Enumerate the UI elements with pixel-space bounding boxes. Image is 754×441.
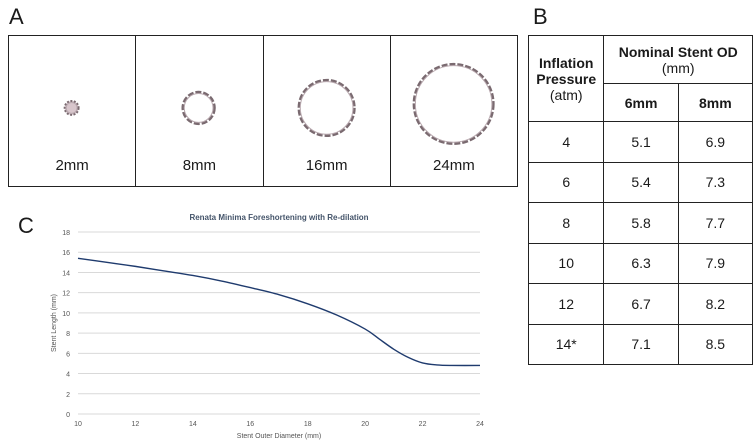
stent-ring-photo	[181, 90, 217, 126]
y-tick-label: 4	[66, 372, 70, 379]
y-tick-label: 6	[66, 351, 70, 358]
x-tick-label: 22	[419, 421, 427, 428]
x-tick-label: 10	[74, 421, 82, 428]
column-header-8mm: 8mm	[677, 83, 754, 122]
x-tick-label: 12	[132, 421, 140, 428]
pressure-cell: 10	[527, 242, 605, 284]
pressure-cell: 8	[527, 202, 605, 244]
od-cell: 7.7	[677, 202, 754, 244]
od-cell: 6.9	[677, 121, 754, 163]
od-cell: 8.2	[677, 283, 754, 325]
stent-image-grid: 2mm 8mm 16mm 24mm	[8, 35, 518, 187]
pressure-cell: 4	[527, 121, 605, 163]
y-tick-label: 12	[62, 291, 70, 298]
series-line	[77, 257, 481, 367]
pressure-header-line-2: Pressure	[536, 70, 597, 87]
pressure-cell: 6	[527, 161, 605, 203]
pressure-header-line-1: Inflation	[538, 54, 594, 71]
stent-ring-inner	[183, 93, 214, 123]
y-tick-label: 16	[62, 250, 70, 257]
od-cell: 5.1	[603, 121, 679, 163]
table-row: 14* 7.1 8.5	[527, 323, 754, 365]
stent-diameter-label: 16mm	[305, 157, 348, 174]
stent-image-cell: 16mm	[264, 36, 391, 186]
od-cell: 7.1	[603, 323, 679, 365]
y-tick-label: 8	[66, 331, 70, 338]
od-cell: 6.3	[603, 242, 679, 284]
stent-ring	[297, 78, 356, 137]
table-row: 12 6.7 8.2	[527, 283, 754, 325]
stent-image-cell: 8mm	[136, 36, 264, 186]
stent-ring-photo	[63, 99, 80, 116]
x-tick-label: 16	[246, 421, 254, 428]
od-cell: 8.5	[677, 323, 754, 365]
stent-image-cell: 2mm	[9, 36, 137, 186]
stent-ring-inner	[299, 81, 353, 135]
pressure-header-unit: (atm)	[549, 86, 583, 103]
column-header-6mm: 6mm	[603, 83, 679, 122]
stent-ring	[181, 90, 217, 126]
pressure-cell: 14*	[527, 323, 605, 365]
chart-title: Renata Minima Foreshortening with Re-dil…	[189, 213, 368, 222]
stent-diameter-label: 8mm	[182, 157, 217, 174]
table-row: 6 5.4 7.3	[527, 161, 754, 203]
y-tick-label: 14	[62, 270, 70, 277]
pressure-diameter-table: Inflation Pressure (atm) Nominal Stent O…	[527, 35, 754, 365]
od-cell: 6.7	[603, 283, 679, 325]
stent-image-cell: 24mm	[391, 36, 517, 186]
x-tick-label: 14	[189, 421, 197, 428]
x-tick-label: 20	[361, 421, 369, 428]
pressure-cell: 12	[527, 283, 605, 325]
table-row: 4 5.1 6.9	[527, 121, 754, 163]
y-tick-label: 10	[62, 311, 70, 318]
stent-ring-inner	[414, 65, 493, 143]
table-row: 10 6.3 7.9	[527, 242, 754, 284]
stent-diameter-label: 24mm	[433, 157, 475, 174]
table-row: 8 5.8 7.7	[527, 202, 754, 244]
nominal-od-unit: (mm)	[661, 59, 695, 76]
y-axis-label: Stent Length (mm)	[51, 294, 58, 352]
stent-ring-inner	[65, 101, 78, 114]
y-tick-label: 18	[62, 230, 70, 237]
od-cell: 5.8	[603, 202, 679, 244]
od-cell: 7.3	[677, 161, 754, 203]
nominal-od-header: Nominal Stent OD (mm)	[603, 35, 753, 84]
stent-diameter-label: 2mm	[55, 157, 89, 174]
x-tick-label: 24	[476, 421, 484, 428]
y-tick-label: 0	[66, 412, 70, 419]
od-cell: 7.9	[677, 242, 754, 284]
od-cell: 5.4	[603, 161, 679, 203]
nominal-od-title: Nominal Stent OD	[618, 43, 738, 60]
stent-ring	[63, 99, 80, 116]
y-tick-label: 2	[66, 392, 70, 399]
pressure-header: Inflation Pressure (atm)	[527, 35, 605, 122]
stent-ring-photo	[297, 78, 356, 137]
stent-ring	[412, 62, 495, 145]
x-axis-label: Stent Outer Diameter (mm)	[237, 433, 321, 440]
stent-ring-photo	[412, 62, 495, 145]
panel-label-c: C	[18, 213, 34, 238]
panel-label-a: A	[9, 4, 24, 29]
x-tick-label: 18	[304, 421, 312, 428]
panel-label-b: B	[533, 4, 548, 29]
